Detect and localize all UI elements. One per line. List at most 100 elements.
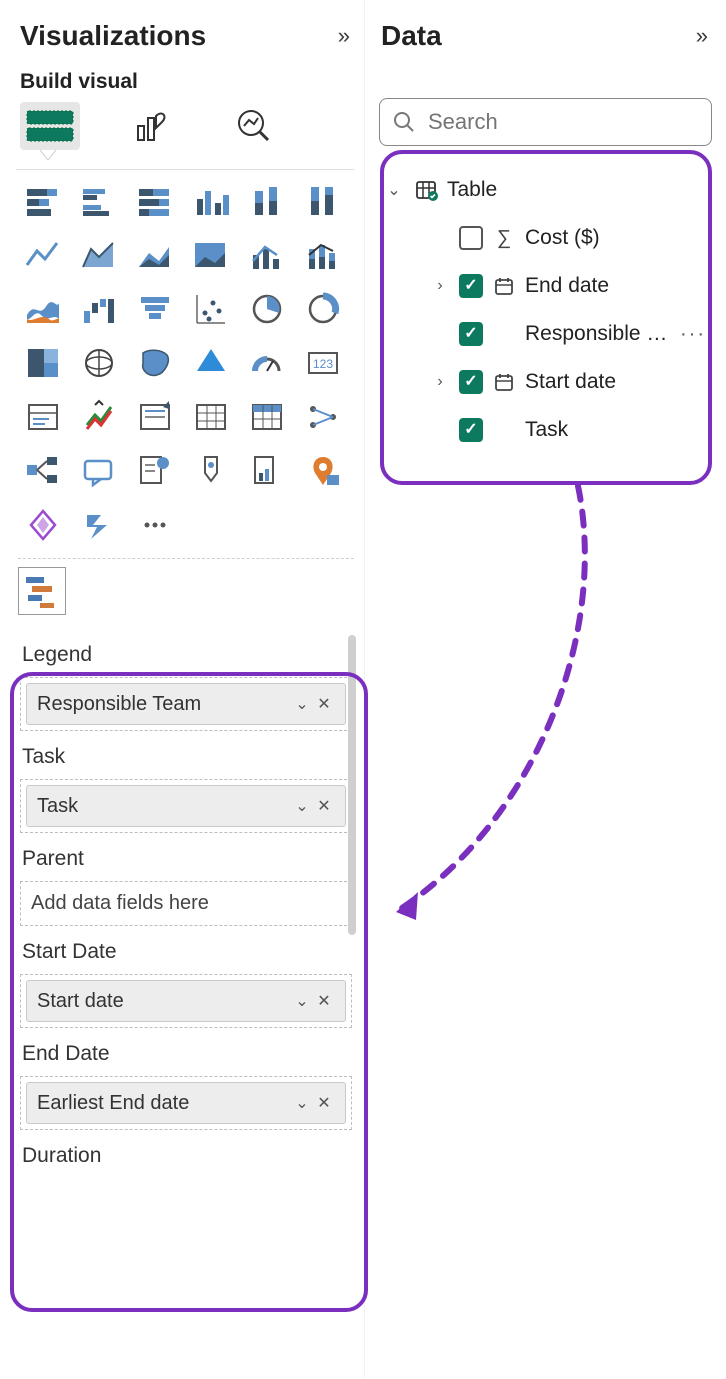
power-apps-visual[interactable] (20, 502, 66, 548)
close-icon[interactable]: ✕ (313, 694, 335, 714)
close-icon[interactable]: ✕ (313, 991, 335, 1011)
matrix-visual[interactable] (244, 394, 290, 440)
field-row[interactable]: ›∑Cost ($) (379, 214, 712, 262)
table-visual[interactable] (188, 394, 234, 440)
search-icon (392, 110, 416, 134)
selected-visual-tile[interactable] (18, 567, 354, 615)
visualization-gallery: 123 (18, 178, 354, 548)
well-drop-parent[interactable]: Add data fields here (20, 881, 352, 926)
gauge-visual[interactable] (244, 340, 290, 386)
chevron-down-icon[interactable]: ⌄ (291, 1093, 313, 1113)
chevron-down-icon[interactable]: ⌄ (291, 796, 313, 816)
filled-map-visual[interactable] (132, 340, 178, 386)
field-wells: Legend Responsible Team ⌄ ✕ Task Task ⌄ … (18, 629, 354, 1178)
stacked-column-visual[interactable] (244, 178, 290, 224)
smart-narrative-visual[interactable] (188, 448, 234, 494)
line-stacked-column-visual[interactable] (300, 232, 346, 278)
well-pill-text: Task (37, 795, 291, 818)
power-automate-visual[interactable] (76, 502, 122, 548)
well-pill-enddate[interactable]: Earliest End date ⌄ ✕ (26, 1082, 346, 1124)
data-header: Data » (379, 10, 712, 70)
checkbox[interactable] (459, 274, 483, 298)
more-visuals-visual[interactable] (132, 502, 178, 548)
chevron-right-icon[interactable]: › (429, 373, 451, 391)
collapse-data-icon[interactable]: » (696, 23, 708, 49)
field-label: Responsible … (525, 322, 672, 346)
line-clustered-column-visual[interactable] (244, 232, 290, 278)
search-input[interactable] (426, 108, 718, 136)
area-100-visual[interactable] (188, 232, 234, 278)
analytics-tab[interactable] (224, 102, 284, 150)
field-row[interactable]: ›Responsible …··· (379, 310, 712, 358)
build-visual-tab[interactable] (20, 102, 80, 150)
mode-tabs (18, 102, 354, 150)
key-influencers-visual[interactable] (132, 448, 178, 494)
funnel-visual[interactable] (132, 286, 178, 332)
well-label-duration: Duration (18, 1130, 354, 1178)
search-box[interactable] (379, 98, 712, 146)
field-row[interactable]: ›Task (379, 406, 712, 454)
well-pill-legend[interactable]: Responsible Team ⌄ ✕ (26, 683, 346, 725)
format-visual-tab[interactable] (122, 102, 182, 150)
chevron-right-icon[interactable]: › (429, 277, 451, 295)
card-visual[interactable]: 123 (300, 340, 346, 386)
visualizations-panel: Visualizations » Build visual (0, 0, 365, 1379)
field-row[interactable]: ›End date (379, 262, 712, 310)
stacked-bar-100-visual[interactable] (132, 178, 178, 224)
visualizations-title: Visualizations (20, 20, 206, 52)
scatter-visual[interactable] (188, 286, 234, 332)
close-icon[interactable]: ✕ (313, 1093, 335, 1113)
well-pill-text: Start date (37, 990, 291, 1013)
clustered-column-visual[interactable] (188, 178, 234, 224)
decomposition-tree-visual[interactable] (20, 448, 66, 494)
date-hierarchy-icon (491, 371, 517, 393)
well-label-task: Task (18, 731, 354, 779)
checkbox[interactable] (459, 370, 483, 394)
collapse-viz-icon[interactable]: » (338, 23, 350, 49)
r-visual-visual[interactable] (300, 394, 346, 440)
well-drop-task[interactable]: Task ⌄ ✕ (20, 779, 352, 833)
format-visual-icon (132, 106, 172, 146)
line-visual[interactable] (20, 232, 66, 278)
paginated-visual[interactable] (244, 448, 290, 494)
well-pill-task[interactable]: Task ⌄ ✕ (26, 785, 346, 827)
wells-scrollbar[interactable] (348, 635, 356, 935)
pie-visual[interactable] (244, 286, 290, 332)
gantt-chart-icon (22, 571, 62, 611)
donut-visual[interactable] (300, 286, 346, 332)
arcgis-visual[interactable] (300, 448, 346, 494)
well-drop-enddate[interactable]: Earliest End date ⌄ ✕ (20, 1076, 352, 1130)
close-icon[interactable]: ✕ (313, 796, 335, 816)
chevron-down-icon[interactable]: ⌄ (291, 694, 313, 714)
chevron-down-icon[interactable]: ⌄ (383, 180, 405, 200)
checkbox[interactable] (459, 322, 483, 346)
gallery-separator (18, 558, 354, 559)
map-visual[interactable] (76, 340, 122, 386)
azure-map-visual[interactable] (188, 340, 234, 386)
well-label-startdate: Start Date (18, 926, 354, 974)
stacked-column-100-visual[interactable] (300, 178, 346, 224)
field-row[interactable]: ›Start date (379, 358, 712, 406)
well-drop-legend[interactable]: Responsible Team ⌄ ✕ (20, 677, 352, 731)
slicer-visual[interactable] (132, 394, 178, 440)
area-visual[interactable] (76, 232, 122, 278)
checkbox[interactable] (459, 226, 483, 250)
chevron-down-icon[interactable]: ⌄ (291, 991, 313, 1011)
kpi-visual[interactable] (76, 394, 122, 440)
treemap-visual[interactable] (20, 340, 66, 386)
ribbon-visual[interactable] (20, 286, 66, 332)
more-icon[interactable]: ··· (680, 323, 712, 346)
clustered-bar-visual[interactable] (76, 178, 122, 224)
well-drop-startdate[interactable]: Start date ⌄ ✕ (20, 974, 352, 1028)
table-node[interactable]: ⌄ Table (379, 166, 712, 214)
multi-row-card-visual[interactable] (20, 394, 66, 440)
svg-text:123: 123 (313, 357, 333, 371)
well-pill-startdate[interactable]: Start date ⌄ ✕ (26, 980, 346, 1022)
stacked-bar-visual[interactable] (20, 178, 66, 224)
build-visual-subtitle: Build visual (18, 70, 354, 102)
sigma-icon: ∑ (491, 227, 517, 250)
qna-visual[interactable] (76, 448, 122, 494)
stacked-area-visual[interactable] (132, 232, 178, 278)
waterfall-visual[interactable] (76, 286, 122, 332)
checkbox[interactable] (459, 418, 483, 442)
